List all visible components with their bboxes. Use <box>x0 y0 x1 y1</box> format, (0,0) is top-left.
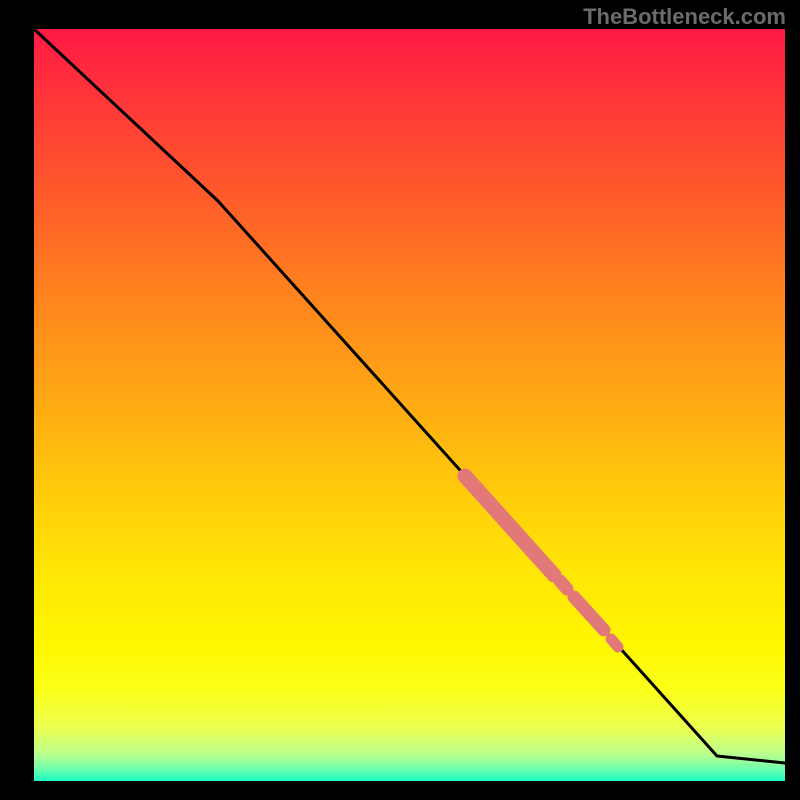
highlight-segment <box>560 581 567 589</box>
plot-background <box>34 29 785 781</box>
chart-container: TheBottleneck.com <box>0 0 800 800</box>
highlight-segment <box>611 639 618 647</box>
bottleneck-chart <box>0 0 800 800</box>
